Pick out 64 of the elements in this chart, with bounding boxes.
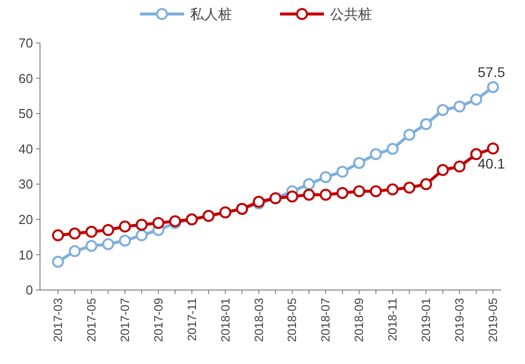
x-tick-label: 2017-03 [51, 298, 65, 342]
x-tick-label: 2018-07 [318, 298, 333, 342]
point [52, 229, 64, 242]
point [336, 186, 348, 199]
annotation: 40.1 [478, 156, 506, 172]
point [136, 218, 148, 231]
point [436, 104, 449, 116]
point [420, 118, 432, 130]
annotation: 57.5 [478, 64, 506, 80]
point [302, 188, 315, 201]
point [470, 148, 482, 160]
x-tick-label: 2018-01 [218, 298, 232, 342]
point [320, 188, 332, 201]
x-tick-label: 2017-11 [184, 298, 199, 342]
point [286, 190, 298, 202]
point [118, 220, 131, 232]
x-tick-label: 2018-11 [386, 298, 400, 342]
point [370, 148, 382, 160]
x-tick-label: 2019-01 [419, 298, 434, 342]
point [370, 185, 382, 198]
x-tick-label: 2018-05 [285, 298, 300, 342]
x-tick-label: 2017-09 [151, 298, 166, 342]
legend-label: 私人桩 [190, 6, 232, 22]
point [102, 224, 114, 236]
point [102, 238, 114, 250]
y-tick-label: 40 [18, 141, 33, 156]
y-tick-label: 70 [18, 36, 33, 51]
point [336, 166, 348, 178]
point [136, 229, 148, 242]
point [353, 185, 366, 198]
x-tick-label: 2019-03 [452, 298, 467, 342]
x-tick-label: 2018-09 [352, 298, 366, 342]
y-tick-label: 30 [18, 176, 33, 192]
point [118, 234, 131, 247]
point [403, 182, 416, 194]
point [454, 100, 466, 113]
point [52, 256, 64, 268]
x-tick-label: 2018-03 [252, 298, 266, 342]
point [420, 178, 432, 190]
point [320, 171, 332, 184]
point [68, 245, 81, 258]
point [487, 142, 499, 155]
y-tick-label: 60 [18, 70, 33, 86]
point [68, 228, 81, 240]
point [403, 128, 416, 141]
x-tick-label: 2017-05 [84, 298, 98, 342]
point [386, 142, 399, 155]
point [302, 178, 315, 190]
point [152, 216, 164, 229]
y-tick-label: 50 [18, 106, 33, 122]
point [454, 160, 466, 172]
y-tick-label: 20 [18, 212, 33, 227]
y-tick-label: 10 [18, 247, 33, 262]
point [386, 183, 399, 196]
x-tick-label: 2019-05 [486, 298, 500, 342]
point [353, 156, 366, 169]
point [470, 93, 482, 106]
legend-label: 公共桩 [330, 6, 372, 22]
x-tick-label: 2017-07 [118, 298, 132, 342]
point [487, 81, 499, 94]
point [85, 226, 98, 238]
y-tick-label: 0 [26, 282, 33, 298]
point [436, 164, 449, 176]
point [85, 240, 98, 252]
